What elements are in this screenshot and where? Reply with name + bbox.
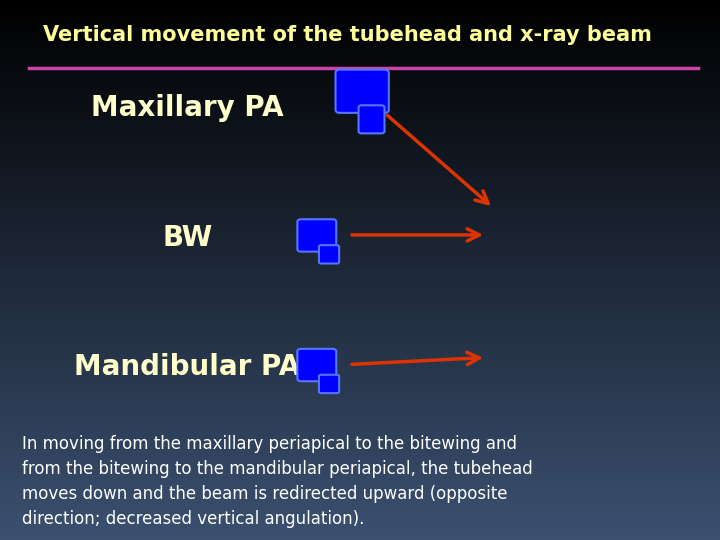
FancyBboxPatch shape	[319, 245, 339, 264]
FancyBboxPatch shape	[297, 219, 336, 252]
Text: Mandibular PA: Mandibular PA	[74, 353, 300, 381]
Text: Maxillary PA: Maxillary PA	[91, 94, 284, 122]
FancyBboxPatch shape	[359, 105, 384, 133]
FancyBboxPatch shape	[336, 70, 389, 113]
Text: Vertical movement of the tubehead and x-ray beam: Vertical movement of the tubehead and x-…	[43, 25, 652, 45]
FancyBboxPatch shape	[297, 349, 336, 381]
FancyBboxPatch shape	[319, 375, 339, 393]
Text: In moving from the maxillary periapical to the bitewing and
from the bitewing to: In moving from the maxillary periapical …	[22, 435, 532, 528]
Text: BW: BW	[162, 224, 212, 252]
